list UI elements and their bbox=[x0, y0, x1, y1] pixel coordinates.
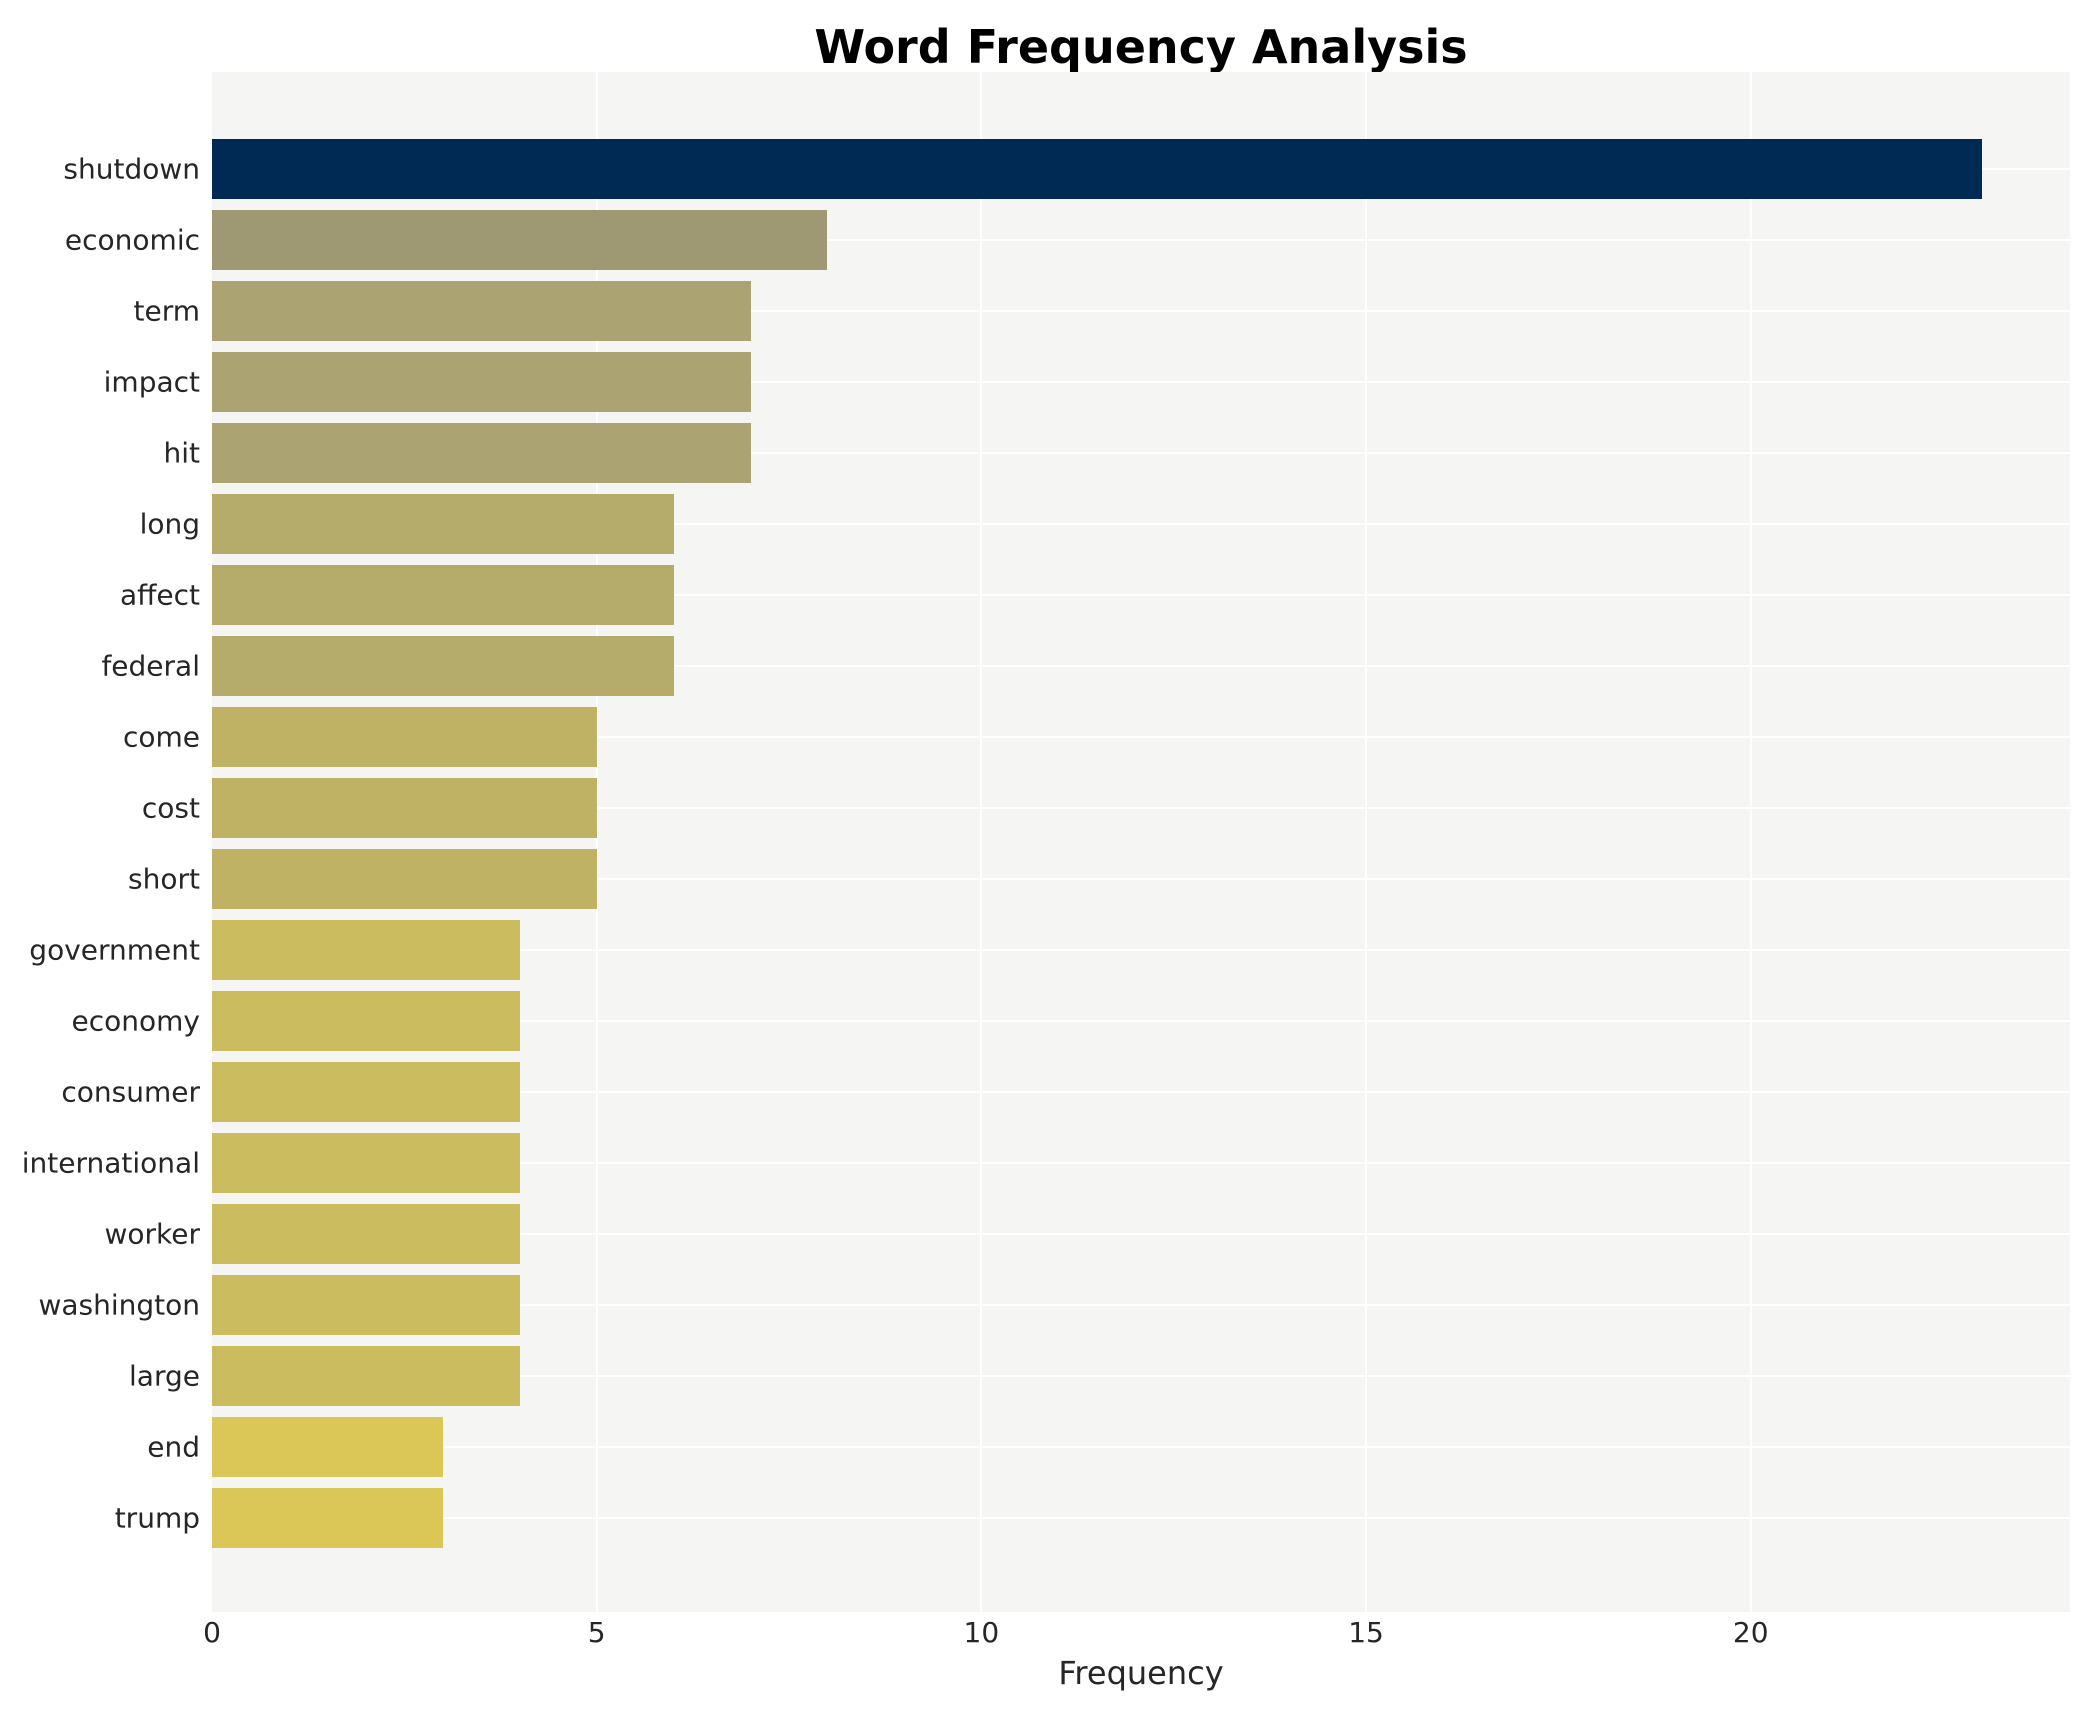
bar-large bbox=[212, 1345, 520, 1406]
horizontal-gridline bbox=[212, 1232, 2070, 1235]
x-axis-tick-5: 5 bbox=[587, 1616, 606, 1649]
horizontal-gridline bbox=[212, 1303, 2070, 1306]
bar-washington bbox=[212, 1274, 520, 1335]
y-axis-label-consumer: consumer bbox=[61, 1075, 200, 1108]
y-axis-label-hit: hit bbox=[163, 436, 200, 469]
horizontal-gridline bbox=[212, 735, 2070, 738]
horizontal-gridline bbox=[212, 1161, 2070, 1164]
bar-cost bbox=[212, 777, 597, 838]
chart-title: Word Frequency Analysis bbox=[814, 20, 1468, 74]
y-axis-label-short: short bbox=[128, 862, 200, 895]
horizontal-gridline bbox=[212, 309, 2070, 312]
y-axis-label-affect: affect bbox=[119, 578, 200, 611]
x-axis-tick-10: 10 bbox=[963, 1616, 1000, 1649]
bar-economic bbox=[212, 209, 828, 270]
y-axis-label-large: large bbox=[129, 1359, 200, 1392]
horizontal-gridline bbox=[212, 380, 2070, 383]
horizontal-gridline bbox=[212, 806, 2070, 809]
vertical-gridline bbox=[1365, 72, 1368, 1612]
bar-shutdown bbox=[212, 138, 1982, 199]
bar-trump bbox=[212, 1487, 443, 1548]
horizontal-gridline bbox=[212, 1445, 2070, 1448]
horizontal-gridline bbox=[212, 522, 2070, 525]
horizontal-gridline bbox=[212, 1516, 2070, 1519]
y-axis-label-federal: federal bbox=[101, 649, 200, 682]
x-axis-title: Frequency bbox=[1058, 1654, 1224, 1692]
bar-come bbox=[212, 706, 597, 767]
horizontal-gridline bbox=[212, 238, 2070, 241]
bar-long bbox=[212, 493, 674, 554]
y-axis-label-come: come bbox=[122, 720, 200, 753]
y-axis-label-end: end bbox=[147, 1430, 200, 1463]
y-axis-label-long: long bbox=[139, 507, 200, 540]
y-axis-label-cost: cost bbox=[141, 791, 200, 824]
bar-economy bbox=[212, 990, 520, 1051]
horizontal-gridline bbox=[212, 593, 2070, 596]
horizontal-gridline bbox=[212, 1374, 2070, 1377]
bar-short bbox=[212, 848, 597, 909]
bar-worker bbox=[212, 1203, 520, 1264]
y-axis-label-trump: trump bbox=[114, 1501, 200, 1534]
bar-end bbox=[212, 1416, 443, 1477]
bar-hit bbox=[212, 422, 751, 483]
vertical-gridline bbox=[1749, 72, 1752, 1612]
y-axis-label-term: term bbox=[133, 294, 201, 327]
y-axis-label-worker: worker bbox=[104, 1217, 201, 1250]
x-axis-tick-15: 15 bbox=[1348, 1616, 1384, 1649]
horizontal-gridline bbox=[212, 948, 2070, 951]
plot-area bbox=[212, 72, 2070, 1612]
bar-consumer bbox=[212, 1061, 520, 1122]
bar-federal bbox=[212, 635, 674, 696]
y-axis-label-government: government bbox=[29, 933, 200, 966]
bar-government bbox=[212, 919, 520, 980]
y-axis-label-washington: washington bbox=[38, 1288, 200, 1321]
x-axis-tick-20: 20 bbox=[1732, 1616, 1769, 1649]
y-axis-label-shutdown: shutdown bbox=[63, 152, 200, 185]
x-axis-tick-0: 0 bbox=[203, 1616, 221, 1649]
bar-affect bbox=[212, 564, 674, 625]
vertical-gridline bbox=[980, 72, 983, 1612]
y-axis-label-economic: economic bbox=[64, 223, 200, 256]
bar-international bbox=[212, 1132, 520, 1193]
y-axis-label-international: international bbox=[21, 1146, 200, 1179]
horizontal-gridline bbox=[212, 664, 2070, 667]
bar-impact bbox=[212, 351, 751, 412]
horizontal-gridline bbox=[212, 1019, 2070, 1022]
horizontal-gridline bbox=[212, 877, 2070, 880]
y-axis-label-impact: impact bbox=[103, 365, 200, 398]
vertical-gridline bbox=[595, 72, 598, 1612]
y-axis-label-economy: economy bbox=[71, 1004, 200, 1037]
horizontal-gridline bbox=[212, 451, 2070, 454]
horizontal-gridline bbox=[212, 1090, 2070, 1093]
bar-term bbox=[212, 280, 751, 341]
